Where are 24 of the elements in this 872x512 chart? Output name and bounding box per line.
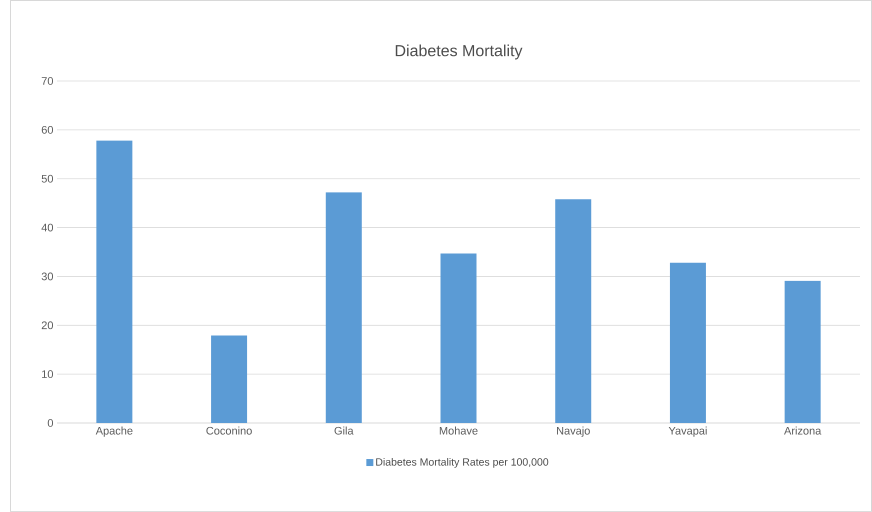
y-tick-label: 0 <box>48 419 54 427</box>
y-tick-label: 20 <box>42 321 54 330</box>
bar <box>555 199 592 423</box>
legend-label: Diabetes Mortality Rates per 100,000 <box>376 458 548 468</box>
y-tick-label: 60 <box>42 126 54 134</box>
bar <box>211 336 248 423</box>
bar <box>784 280 821 423</box>
bar <box>440 253 477 423</box>
x-tick-label: Mohave <box>440 426 478 435</box>
y-tick-label: 30 <box>42 272 54 280</box>
x-tick-label: Coconino <box>206 426 252 435</box>
x-tick-label: Gila <box>334 426 354 435</box>
y-tick-label: 70 <box>42 77 54 85</box>
x-tick-label: Apache <box>96 426 133 437</box>
x-tick-label: Navajo <box>557 426 590 437</box>
y-tick-label: 10 <box>42 370 54 378</box>
bar <box>670 262 706 423</box>
y-tick-label: 50 <box>42 174 54 183</box>
chart-title: Diabetes Mortality <box>396 44 522 60</box>
x-tick-label: Yavapai <box>668 426 707 437</box>
bar <box>96 140 132 423</box>
y-tick-label: 40 <box>41 224 54 232</box>
bar <box>326 192 362 423</box>
x-tick-label: Arizona <box>784 426 822 435</box>
